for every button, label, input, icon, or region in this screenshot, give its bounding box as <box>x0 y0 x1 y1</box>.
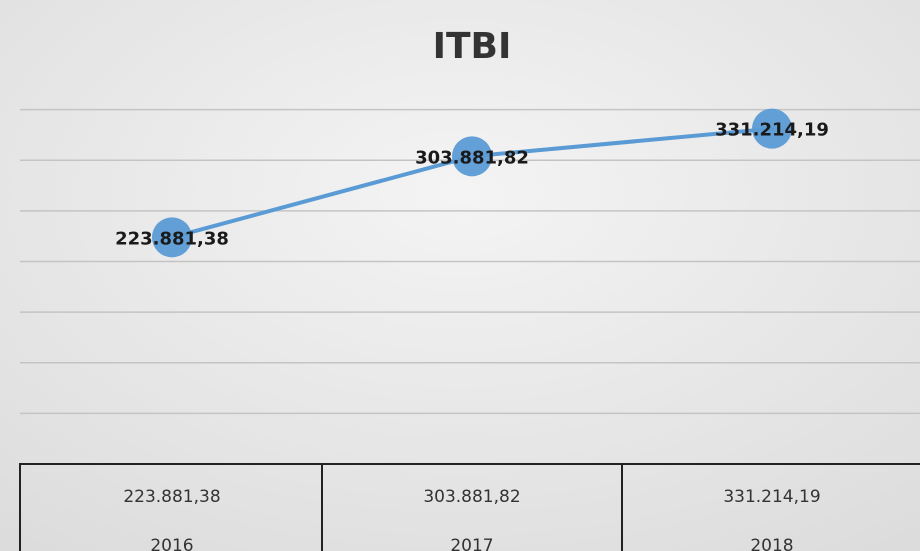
plot: 223.881,38 303.881,82 331.214,19 <box>115 108 829 258</box>
table-value: 331.214,19 <box>723 487 820 507</box>
data-label: 303.881,82 <box>415 147 529 168</box>
table-category: 2016 <box>150 536 193 551</box>
data-table: 223.881,38 2016 303.881,82 2017 331.214,19 20… <box>19 463 920 551</box>
table-category: 2017 <box>450 536 493 551</box>
data-label: 223.881,38 <box>115 228 229 249</box>
table-value: 303.881,82 <box>423 487 520 507</box>
table-value: 223.881,38 <box>123 487 220 507</box>
table-category: 2018 <box>750 536 793 551</box>
grid <box>20 108 920 465</box>
point <box>152 217 192 258</box>
point <box>752 108 792 149</box>
point <box>452 136 492 177</box>
chart-title: ITBI <box>433 26 512 67</box>
data-label: 331.214,19 <box>715 120 829 141</box>
table-frame <box>19 463 920 551</box>
